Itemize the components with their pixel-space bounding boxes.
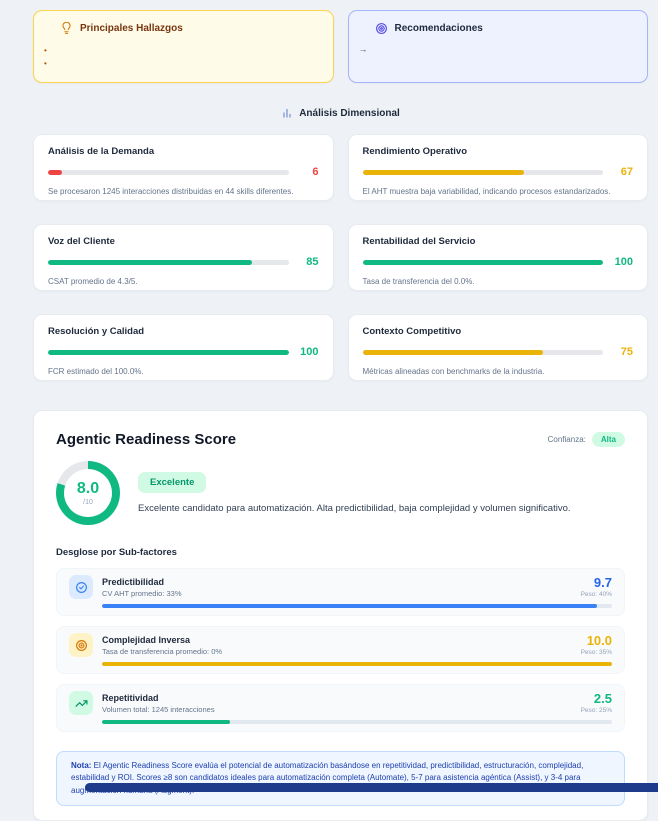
dimension-score: 85 (306, 256, 319, 268)
recommendations-card: Recomendaciones → (347, 10, 648, 83)
dimension-score: 75 (620, 346, 633, 358)
findings-header: Principales Hallazgos (42, 22, 319, 35)
subfactor-detail: Volumen total: 1245 interacciones (102, 704, 215, 714)
dimension-card-rendimiento: Rendimiento Operativo 67 El AHT muestra … (347, 134, 648, 201)
note-box: Nota: El Agentic Readiness Score evalúa … (56, 751, 625, 807)
confidence-badge: Alta (591, 432, 625, 447)
dimension-score: 67 (620, 166, 633, 178)
subfactor-name: Predictibilidad (102, 576, 165, 587)
score-value: 8.0 (76, 479, 100, 497)
dimension-description: Se procesaron 1245 interacciones distrib… (48, 187, 294, 196)
breakdown-title: Desglose por Sub-factores (56, 547, 177, 558)
subfactor-detail: CV AHT promedio: 33% (102, 588, 182, 598)
subfactor-detail: Tasa de transferencia promedio: 0% (102, 646, 223, 656)
note-label: Nota: (71, 761, 92, 770)
dimension-title: Rentabilidad del Servicio (362, 236, 476, 247)
subfactor-row-predictibilidad: Predictibilidad CV AHT promedio: 33% 9.7… (56, 568, 625, 616)
progress-bar (48, 169, 289, 175)
dimension-card-contexto: Contexto Competitivo 75 Métricas alinead… (347, 314, 648, 381)
findings-list (42, 44, 319, 70)
dimension-title: Resolución y Calidad (48, 326, 145, 337)
subfactor-row-repetitividad: Repetitividad Volumen total: 1245 intera… (56, 684, 625, 732)
footer-bar (85, 783, 658, 792)
confidence-label: Confianza: (547, 435, 586, 444)
confidence-indicator: Confianza: Alta (548, 432, 625, 447)
subfactor-progress-bar (102, 604, 612, 608)
dimension-grid: Análisis de la Demanda 6 Se procesaron 1… (33, 134, 648, 381)
subfactor-score: 2.5 (593, 691, 612, 706)
dimension-title: Rendimiento Operativo (362, 146, 468, 157)
lightbulb-icon (60, 22, 73, 35)
subfactor-name: Complejidad Inversa (102, 634, 191, 645)
dimension-title: Análisis de la Demanda (48, 146, 155, 157)
section-header: Análisis Dimensional (33, 107, 648, 119)
dimension-title: Voz del Cliente (48, 236, 115, 247)
finding-item (42, 44, 319, 57)
dimension-card-rentabilidad: Rentabilidad del Servicio 100 Tasa de tr… (347, 224, 648, 291)
dimension-card-resolucion: Resolución y Calidad 100 FCR estimado de… (33, 314, 334, 381)
trend-up-icon (69, 691, 93, 715)
section-title: Análisis Dimensional (299, 107, 400, 119)
score-max: /10 (83, 498, 93, 506)
subfactor-weight: Peso: 35% (580, 649, 612, 656)
dimension-description: FCR estimado del 100.0%. (48, 367, 144, 376)
dimension-card-demanda: Análisis de la Demanda 6 Se procesaron 1… (33, 134, 334, 201)
recommendation-item: → (358, 44, 368, 54)
recommendations-title: Recomendaciones (394, 23, 483, 34)
subfactor-row-complejidad: Complejidad Inversa Tasa de transferenci… (56, 626, 625, 674)
subfactor-weight: Peso: 25% (580, 707, 612, 714)
dimension-description: El AHT muestra baja variabilidad, indica… (362, 187, 611, 196)
progress-bar (48, 349, 289, 355)
dimension-description: Tasa de transferencia del 0.0%. (362, 277, 475, 286)
bar-chart-icon (281, 107, 293, 119)
findings-card: Principales Hallazgos (33, 10, 334, 83)
score-description: Excelente candidato para automatización.… (138, 503, 571, 514)
findings-title: Principales Hallazgos (80, 23, 183, 34)
target-icon (69, 633, 93, 657)
progress-bar (48, 259, 289, 265)
dimension-score: 100 (300, 346, 319, 358)
recommendations-header: Recomendaciones (357, 22, 634, 35)
dimension-score: 6 (312, 166, 319, 178)
dimension-description: Métricas alineadas con benchmarks de la … (362, 367, 545, 376)
subfactor-score: 9.7 (593, 575, 612, 590)
agentic-title: Agentic Readiness Score (56, 431, 237, 448)
dimension-card-voz-cliente: Voz del Cliente 85 CSAT promedio de 4.3/… (33, 224, 334, 291)
progress-bar (362, 169, 603, 175)
agentic-score-card: Agentic Readiness Score Confianza: Alta … (33, 410, 648, 821)
progress-bar (362, 349, 603, 355)
score-donut: 8.0 /10 (56, 461, 120, 525)
finding-item (42, 57, 319, 70)
target-icon (375, 22, 388, 35)
subfactor-progress-bar (102, 662, 612, 666)
dimension-score: 100 (614, 256, 633, 268)
rating-badge: Excelente (138, 472, 207, 493)
dimension-description: CSAT promedio de 4.3/5. (48, 277, 138, 286)
subfactor-weight: Peso: 40% (580, 591, 612, 598)
subfactor-name: Repetitividad (102, 692, 159, 703)
dimension-title: Contexto Competitivo (362, 326, 462, 337)
subfactor-progress-bar (102, 720, 612, 724)
summary-row: Principales Hallazgos Recomendaciones → (33, 10, 648, 83)
subfactor-score: 10.0 (586, 633, 612, 648)
clock-check-icon (69, 575, 93, 599)
progress-bar (362, 259, 603, 265)
